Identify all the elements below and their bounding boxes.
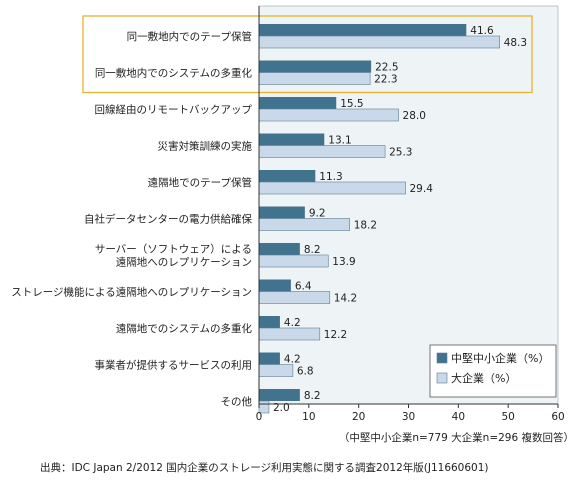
bar-large xyxy=(258,218,350,231)
x-tick-label: 40 xyxy=(452,411,465,423)
bar-sme xyxy=(259,316,280,328)
bar-sme xyxy=(259,352,280,365)
legend-label: 中堅中小企業（%） xyxy=(451,351,549,365)
bar-sme xyxy=(259,60,372,73)
value-label-large: 22.3 xyxy=(374,74,397,86)
value-label-sme: 8.2 xyxy=(304,244,321,256)
x-tick-label: 50 xyxy=(501,411,514,423)
bar-sme xyxy=(259,24,467,36)
value-label-sme: 4.2 xyxy=(284,317,301,329)
legend-label: 大企業（%） xyxy=(451,371,516,385)
category-label: 同一敷地内でのシステムの多重化 xyxy=(95,67,253,80)
value-label-large: 29.4 xyxy=(410,183,434,195)
highlight-box xyxy=(82,15,533,94)
x-tick-label: 20 xyxy=(352,411,365,423)
value-label-sme: 6.4 xyxy=(295,281,312,293)
x-tick-label: 0 xyxy=(256,411,263,423)
value-label-sme: 22.5 xyxy=(375,62,398,74)
category-label: その他 xyxy=(221,395,253,408)
category-label: 同一敷地内でのテープ保管 xyxy=(127,30,252,43)
value-label-sme: 11.3 xyxy=(319,171,342,183)
category-label: 自社データセンターの電力供給確保 xyxy=(84,213,252,226)
source-text: 出典：IDC Japan 2/2012 国内企業のストレージ利用実態に関する調査… xyxy=(40,461,489,474)
value-label-large: 14.2 xyxy=(334,293,357,305)
value-label-sme: 13.1 xyxy=(328,135,351,147)
legend-swatch xyxy=(436,352,448,364)
value-label-sme: 15.5 xyxy=(340,98,363,110)
bar-large xyxy=(258,254,329,268)
value-label-large: 6.8 xyxy=(297,366,314,378)
value-label-sme: 8.2 xyxy=(304,390,321,402)
bar-sme xyxy=(259,133,325,146)
value-label-sme: 9.2 xyxy=(309,208,326,220)
category-label: 遠隔地へのレプリケーション xyxy=(116,256,252,269)
value-label-sme: 4.2 xyxy=(284,354,301,366)
category-label: サーバー（ソフトウェア）による xyxy=(95,244,252,256)
legend-swatch xyxy=(436,372,448,384)
value-label-sme: 41.6 xyxy=(470,25,494,37)
value-label-large: 12.2 xyxy=(324,329,347,341)
value-label-large: 18.2 xyxy=(354,220,377,232)
category-label: 災害対策訓練の実施 xyxy=(158,140,253,153)
bar-sme xyxy=(259,389,300,401)
category-label: ストレージ機能による遠隔地へのレプリケーション xyxy=(11,286,252,299)
value-label-large: 28.0 xyxy=(403,110,426,122)
bar-sme xyxy=(259,279,291,292)
category-label: 遠隔地でのシステムの多重化 xyxy=(116,322,253,335)
category-label: 遠隔地でのテープ保管 xyxy=(148,176,252,189)
bar-large xyxy=(258,364,294,377)
bar-sme xyxy=(259,243,300,255)
x-tick-label: 60 xyxy=(551,411,564,423)
bar-sme xyxy=(259,206,305,219)
bar-large xyxy=(258,327,321,341)
x-tick-label: 30 xyxy=(402,411,415,423)
bar-large xyxy=(258,145,386,158)
category-label: 回線経由のリモートバックアップ xyxy=(95,103,253,116)
value-label-large: 48.3 xyxy=(504,37,527,49)
value-label-large: 13.9 xyxy=(332,256,355,268)
bar-large xyxy=(258,72,371,85)
bar-large xyxy=(258,291,331,304)
legend-box xyxy=(429,344,557,398)
value-label-large: 2.0 xyxy=(273,402,290,414)
x-tick-label: 10 xyxy=(302,411,315,423)
bar-large xyxy=(258,35,500,49)
bar-sme xyxy=(259,170,316,182)
category-label: 事業者が提供するサービスの利用 xyxy=(95,359,253,372)
bar-sme xyxy=(259,97,337,109)
bar-large xyxy=(258,108,399,122)
legend: 中堅中小企業（%） 大企業（%） xyxy=(429,344,557,398)
sample-note: （中堅中小企業n=779 大企業n=296 複数回答） xyxy=(339,431,574,444)
bar-large xyxy=(258,181,406,195)
value-label-large: 25.3 xyxy=(389,147,412,159)
